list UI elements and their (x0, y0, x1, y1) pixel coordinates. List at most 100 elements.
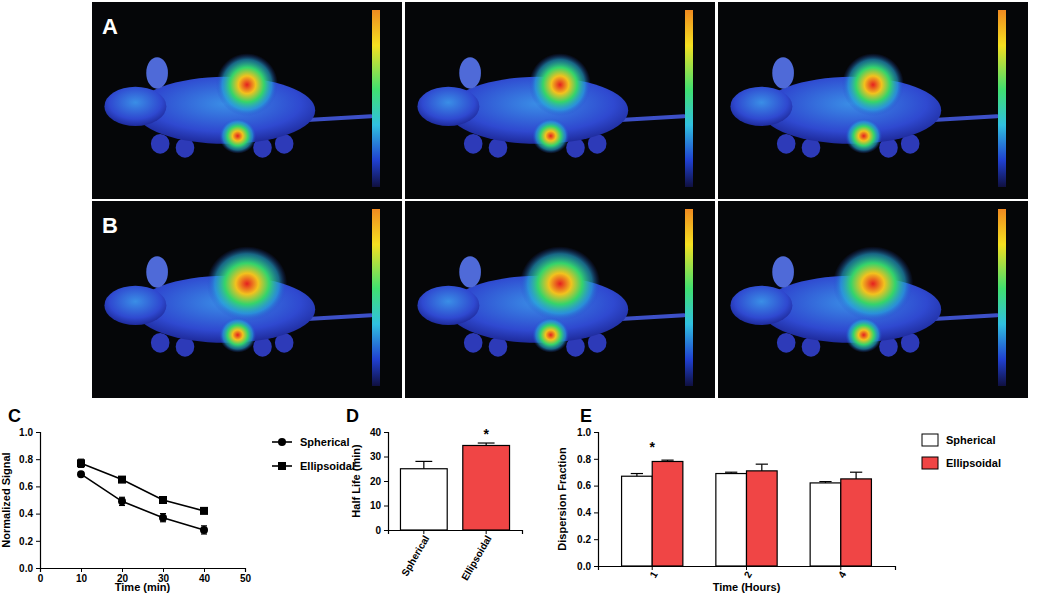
bar (400, 469, 447, 530)
legend-label: Spherical (946, 434, 996, 446)
heat-spot (520, 246, 601, 321)
color-scale (685, 209, 693, 386)
heat-spot (219, 317, 256, 352)
axis-line (36, 433, 41, 569)
axis-title: Dispersion Fraction (556, 447, 568, 551)
tick: 4 (836, 566, 849, 580)
mouse-head (417, 87, 479, 126)
bar (622, 476, 653, 566)
plot-area (77, 459, 208, 534)
marker-square (77, 459, 85, 467)
heat-spot (845, 118, 882, 153)
tick-mark (36, 568, 40, 569)
tick-label: 0 (375, 525, 381, 536)
panel-label: E (580, 406, 592, 426)
mouse-ear (146, 57, 168, 89)
axis-title: Half Life (min) (350, 444, 362, 518)
tick-mark (384, 530, 388, 531)
tick: 1.0 (19, 427, 40, 438)
panel-label: D (346, 406, 359, 426)
marker-circle (278, 438, 286, 446)
legend-swatch (922, 434, 938, 446)
legend: Spherical Ellipsoidal (272, 436, 355, 472)
bar (463, 445, 510, 530)
error-bar-cap (415, 461, 432, 462)
tick-label: 50 (240, 573, 252, 584)
photo-background (718, 2, 1028, 199)
tick: 2 (742, 566, 755, 580)
tick-label: 0.8 (577, 454, 591, 465)
photo-panels: AB (92, 2, 1028, 398)
heat-spot (845, 317, 882, 352)
bar (652, 461, 683, 566)
panel-label: B (102, 213, 118, 238)
tick-mark (384, 506, 388, 507)
error-bar (119, 497, 125, 505)
mouse-leg (151, 134, 170, 154)
error-bar-cap (850, 472, 862, 473)
tick: 0.6 (19, 481, 40, 492)
tick: 10 (370, 500, 388, 511)
tick-mark (36, 514, 40, 515)
heat-spot (532, 317, 569, 352)
heat-spot (216, 53, 278, 116)
tick-mark (384, 432, 388, 433)
tick-label: 0.4 (19, 508, 33, 519)
mouse-head (417, 286, 479, 325)
tick-mark (36, 459, 40, 460)
tick-mark (36, 486, 40, 487)
tick-label: 1.0 (577, 427, 591, 438)
color-scale (998, 209, 1006, 386)
bar (841, 479, 872, 566)
chart-d: D010203040SphericalEllipsoidalHalf Life … (346, 406, 523, 582)
annotation: * (483, 426, 489, 442)
x-axis: SphericalEllipsoidal (389, 530, 523, 582)
marker-circle (200, 526, 208, 534)
axis-title: Time (min) (115, 581, 171, 593)
photo-background (718, 201, 1028, 398)
tick-mark (594, 459, 598, 460)
tick-label: 0.6 (19, 481, 33, 492)
tick: 40 (370, 427, 388, 438)
error-bar-cap (725, 472, 737, 473)
tick: 0.6 (577, 480, 598, 491)
error-bar (78, 459, 84, 467)
color-scale (372, 10, 380, 187)
tick-label: 40 (370, 427, 382, 438)
tick-label: 10 (76, 573, 88, 584)
panel-label: A (102, 14, 118, 39)
photo-background (405, 2, 715, 199)
mouse-ear (459, 256, 481, 288)
chart-c: C010203040500.00.20.40.60.81.0Time (min)… (0, 406, 355, 593)
tick: 30 (370, 451, 388, 462)
tick: 0.8 (577, 454, 598, 465)
legend-item: Spherical (922, 434, 996, 446)
photo-background (92, 201, 402, 398)
tick-mark (594, 539, 598, 540)
marker-square (200, 507, 208, 515)
tick-label: 0.4 (577, 507, 591, 518)
color-scale (372, 209, 380, 386)
error-bar (160, 514, 166, 522)
marker-circle (159, 514, 167, 522)
legend-label: Spherical (300, 436, 350, 448)
panel-label: C (8, 406, 21, 426)
marker-circle (118, 497, 126, 505)
tick-label: 0.0 (19, 563, 33, 574)
tick-mark (594, 432, 598, 433)
annotation: * (649, 439, 655, 455)
tick: 0.4 (19, 508, 40, 519)
heat-spot (207, 246, 288, 321)
heat-spot (833, 246, 914, 321)
legend-item: Ellipsoidal (272, 460, 355, 472)
axis-line (599, 567, 896, 571)
tick-mark (486, 530, 487, 534)
axis-title: Time (Hours) (713, 581, 781, 593)
y-axis: 0.00.20.40.60.81.0 (577, 427, 598, 572)
heat-spot (532, 118, 569, 153)
marker-square (278, 462, 286, 470)
tick-mark (384, 481, 388, 482)
tick-mark (245, 568, 246, 572)
mouse-leg (777, 333, 796, 353)
marker-square (159, 496, 167, 504)
